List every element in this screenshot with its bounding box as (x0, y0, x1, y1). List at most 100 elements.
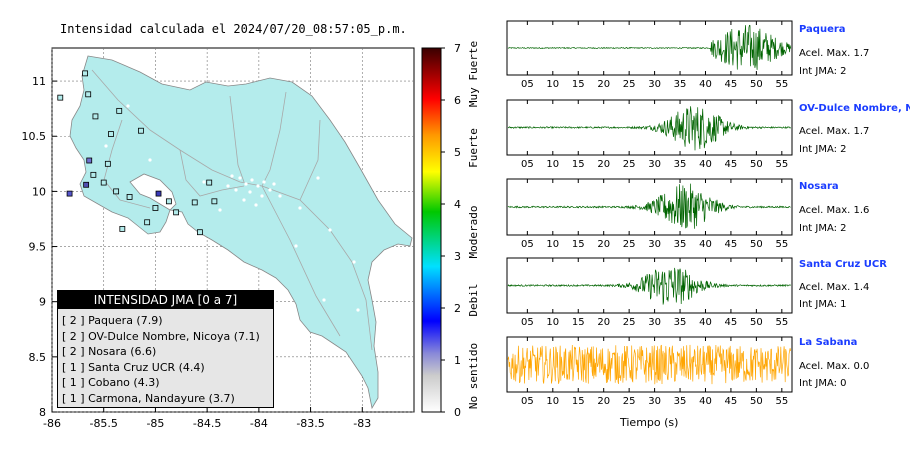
map-y-tick-label: 9 (39, 296, 46, 309)
waveform-x-tick-label: 45 (725, 79, 738, 90)
waveform-x-tick-label: 05 (521, 159, 534, 170)
station-jma-nosara: Int JMA: 2 (799, 223, 847, 234)
waveform-x-tick-label: 15 (572, 396, 585, 407)
map-x-tick-label: -83 (353, 417, 371, 430)
legend-item: [ 1 ] Carmona, Nandayure (3.7) (62, 391, 235, 405)
station-jma-santa-cruz: Int JMA: 1 (799, 299, 847, 310)
waveform-x-tick-label: 50 (750, 239, 763, 250)
legend-item: [ 2 ] Nosara (6.6) (62, 345, 157, 358)
station-name-santa-cruz: Santa Cruz UCR (799, 259, 887, 270)
waveform-x-tick-label: 55 (775, 79, 788, 90)
city-marker (278, 194, 282, 198)
colorbar-tick-label: 2 (454, 302, 461, 315)
waveform-x-tick-label: 25 (623, 79, 636, 90)
waveform-x-tick-label: 45 (725, 396, 738, 407)
legend-list: [ 2 ] Paquera (7.9) [ 2 ] OV-Dulce Nombr… (62, 313, 273, 406)
station-marker (138, 127, 144, 134)
waveform-x-tick-label: 35 (674, 159, 687, 170)
waveform-x-tick-label: 05 (521, 396, 534, 407)
colorbar-tick-label: 7 (454, 42, 461, 55)
waveform-x-tick-label: 45 (725, 239, 738, 250)
station-jma-la-sabana: Int JMA: 0 (799, 378, 847, 389)
waveform-panel: 05 10 15 20 25 30 35 40 45 50 55 (506, 20, 793, 90)
waveform-panel: 05 10 15 20 25 30 35 40 45 50 55 (506, 257, 793, 328)
waveform-x-tick-label: 10 (546, 79, 559, 90)
station-name-dulce-nombre: OV-Dulce Nombre, Nicoya (799, 103, 910, 114)
map-y-tick-label: 11 (32, 75, 46, 88)
waveform-x-tick-label: 30 (648, 159, 661, 170)
waveform-x-tick-label: 40 (699, 317, 712, 328)
waveform-x-tick-label: 20 (597, 317, 610, 328)
waveform-x-tick-label: 50 (750, 317, 763, 328)
waveform-x-tick-label: 10 (546, 317, 559, 328)
station-marker (206, 179, 213, 186)
waveform-x-tick-label: 25 (623, 159, 636, 170)
map-y-tick-label: 9.5 (29, 241, 47, 254)
station-marker (116, 107, 123, 114)
waveform-x-tick-label: 20 (597, 396, 610, 407)
waveform-x-tick-label: 55 (775, 396, 788, 407)
station-marker (119, 225, 126, 232)
map-x-tick-label: -86 (43, 417, 61, 430)
city-marker (242, 198, 246, 202)
map-y-tick-label: 10 (32, 185, 46, 198)
waveform-x-tick-label: 10 (546, 159, 559, 170)
colorbar-tick-label: 0 (454, 406, 461, 419)
waveform-panel: 05 10 15 20 25 30 35 40 45 50 55 (506, 336, 793, 407)
city-marker (294, 244, 298, 248)
waveform-x-tick-label: 25 (623, 239, 636, 250)
map-x-tick-label: -84.5 (193, 417, 221, 430)
legend-item: [ 2 ] OV-Dulce Nombre, Nicoya (7.1) (62, 329, 260, 343)
waveform-x-tick-label: 55 (775, 317, 788, 328)
city-marker (248, 190, 252, 194)
waveform-x-tick-label: 40 (699, 239, 712, 250)
colorbar-tick-label: 1 (454, 354, 461, 367)
station-marker (104, 160, 111, 167)
waveform-x-tick-label: 15 (572, 79, 585, 90)
city-marker (234, 188, 238, 192)
station-marker (191, 199, 198, 206)
station-marker (113, 188, 120, 195)
city-marker (298, 206, 302, 210)
city-marker (238, 176, 242, 180)
city-marker (148, 158, 152, 162)
station-marker (211, 198, 218, 205)
waveform-x-tick-label: 35 (674, 317, 687, 328)
colorbar-intensity-label: Muy Fuerte (467, 41, 480, 107)
city-marker (316, 176, 320, 180)
waveform-panel: 05 10 15 20 25 30 35 40 45 50 55 (506, 178, 793, 250)
waveform-trace (507, 106, 791, 151)
waveform-x-tick-label: 35 (674, 79, 687, 90)
waveform-x-tick-label: 15 (572, 239, 585, 250)
waveform-trace (507, 183, 791, 229)
city-marker (126, 104, 130, 108)
station-accel-nosara: Acel. Max. 1.6 (799, 205, 870, 216)
waveform-panel: 05 10 15 20 25 30 35 40 45 50 55 (506, 99, 793, 170)
waveform-x-tick-label: 15 (572, 317, 585, 328)
intensity-legend: INTENSIDAD JMA [0 a 7] [ 2 ] Paquera (7.… (57, 290, 274, 408)
station-name-nosara: Nosara (799, 181, 839, 192)
waveform-x-axis-label: Tiempo (s) (620, 416, 679, 429)
colorbar-tick-label: 4 (454, 198, 461, 211)
station-marker (126, 194, 133, 200)
station-accel-santa-cruz: Acel. Max. 1.4 (799, 282, 870, 293)
waveform-x-tick-label: 20 (597, 159, 610, 170)
waveform-x-tick-label: 30 (648, 396, 661, 407)
waveform-x-tick-label: 10 (546, 239, 559, 250)
road-network (91, 69, 373, 351)
station-marker (92, 113, 99, 120)
station-accel-paquera: Acel. Max. 1.7 (799, 48, 870, 59)
city-marker (104, 144, 108, 148)
map-y-tick-label: 8 (39, 406, 46, 419)
station-marker (165, 198, 172, 205)
waveform-x-tick-label: 40 (699, 396, 712, 407)
colorbar-intensity-label: Debil (467, 283, 480, 316)
city-marker (356, 308, 360, 312)
city-marker (202, 180, 206, 184)
station-name-paquera: Paquera (799, 24, 846, 35)
city-markers (104, 104, 360, 312)
waveform-x-tick-label: 50 (750, 79, 763, 90)
waveform-x-tick-label: 20 (597, 239, 610, 250)
station-marker (85, 91, 92, 98)
station-accel-la-sabana: Acel. Max. 0.0 (799, 361, 870, 372)
